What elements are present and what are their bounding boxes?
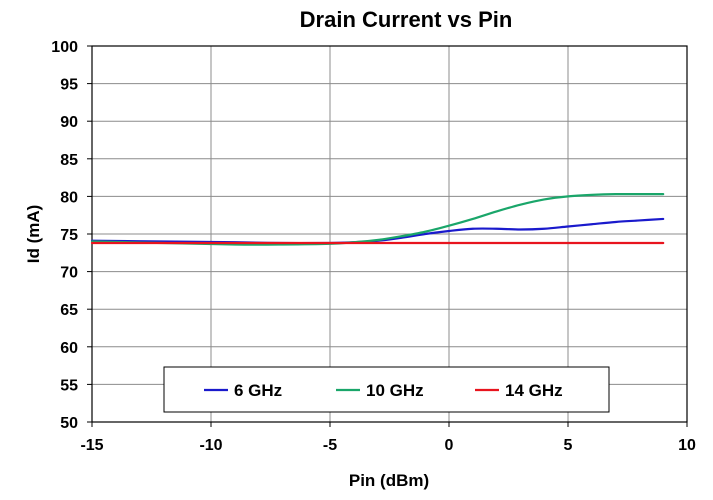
x-tick-label: -15 bbox=[80, 437, 103, 454]
series-line-2 bbox=[90, 192, 665, 246]
y-tick-label: 85 bbox=[60, 152, 78, 169]
y-tick-label: 55 bbox=[60, 377, 78, 394]
x-tick-label: -10 bbox=[199, 437, 222, 454]
x-tick-label: 0 bbox=[445, 437, 454, 454]
legend: 6 GHz 10 GHz 14 GHz bbox=[163, 366, 610, 413]
grid-lines bbox=[92, 46, 687, 422]
legend-label-2: 10 GHz bbox=[366, 381, 424, 400]
legend-label-1: 6 GHz bbox=[234, 381, 282, 400]
y-tick-label: 100 bbox=[51, 39, 78, 56]
y-tick-label: 65 bbox=[60, 302, 78, 319]
x-tick-label: 10 bbox=[678, 437, 696, 454]
y-tick-label: 70 bbox=[60, 265, 78, 282]
y-tick-label: 95 bbox=[60, 77, 78, 94]
y-tick-label: 60 bbox=[60, 340, 78, 357]
y-tick-label: 50 bbox=[60, 415, 78, 432]
y-tick-label: 90 bbox=[60, 114, 78, 131]
y-tick-labels: 50 55 60 65 70 75 80 85 90 95 100 bbox=[51, 39, 92, 432]
x-axis-label: Pin (dBm) bbox=[349, 471, 429, 490]
legend-box bbox=[163, 366, 610, 413]
legend-label-3: 14 GHz bbox=[505, 381, 563, 400]
series-lines bbox=[90, 192, 665, 246]
y-axis-label: Id (mA) bbox=[24, 205, 43, 264]
y-tick-label: 80 bbox=[60, 189, 78, 206]
chart-title: Drain Current vs Pin bbox=[300, 7, 513, 32]
x-tick-label: 5 bbox=[564, 437, 573, 454]
x-tick-label: -5 bbox=[323, 437, 337, 454]
y-tick-label: 75 bbox=[60, 227, 78, 244]
x-tick-labels: -15 -10 -5 0 5 10 bbox=[80, 422, 696, 454]
